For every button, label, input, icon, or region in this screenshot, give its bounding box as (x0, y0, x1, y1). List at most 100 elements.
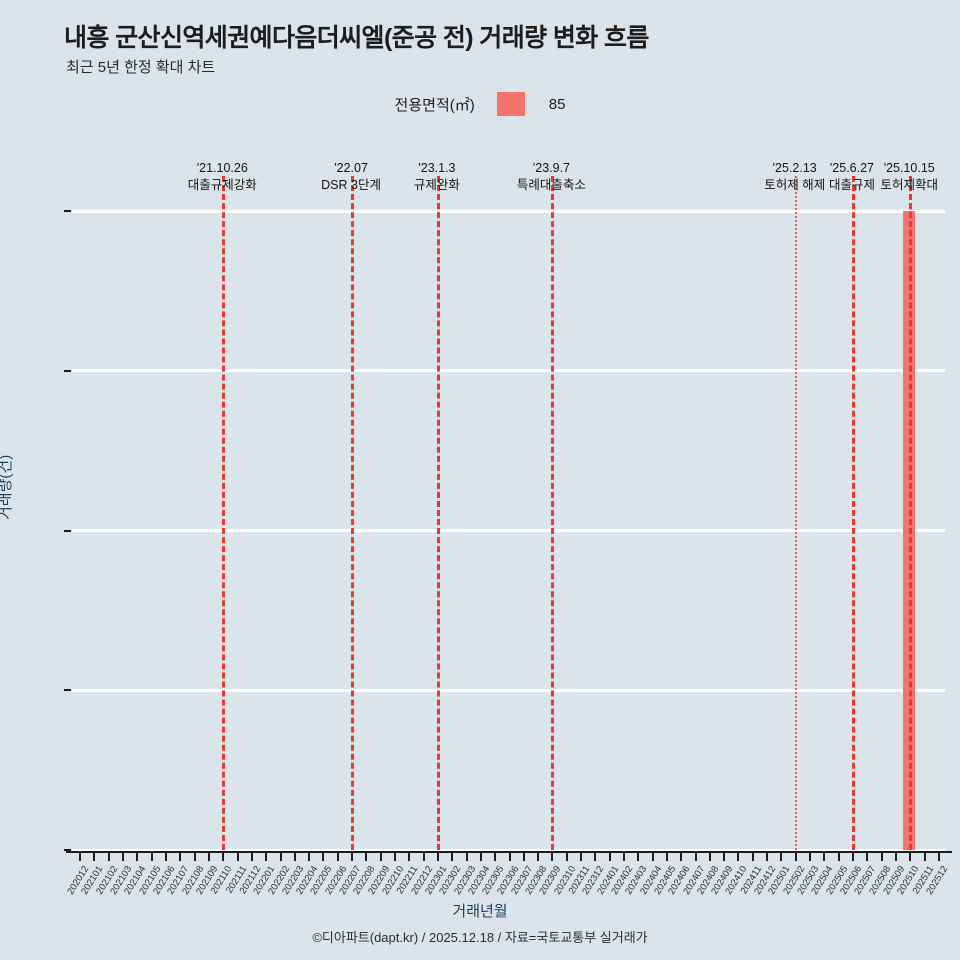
event-label-202502: '25.2.13 토허제 해제 (764, 160, 825, 194)
event-line-202502 (794, 176, 797, 850)
event-text: 토허제 해제 (764, 178, 826, 192)
event-label-202207: '22.07 DSR 3단계 (321, 160, 381, 194)
event-text: 대출규제강화 (187, 178, 257, 192)
event-date: '21.10.26 (196, 161, 248, 175)
x-tick-mark (351, 852, 354, 861)
legend-swatch-85[interactable] (496, 92, 525, 116)
y-tick-mark (64, 210, 71, 212)
gridline (72, 848, 945, 852)
x-tick-mark (179, 852, 182, 861)
x-tick-mark (751, 852, 754, 861)
x-tick-mark (766, 852, 769, 861)
event-text: 규제완화 (413, 178, 460, 192)
x-tick-mark (408, 852, 411, 861)
x-tick-mark (494, 852, 497, 861)
chart-legend: 전용면적(㎡) 85 (0, 92, 960, 116)
x-tick-mark (207, 852, 210, 861)
x-tick-mark (150, 852, 153, 861)
x-tick-mark (651, 852, 654, 861)
plot-area (72, 209, 945, 852)
y-tick-mark (64, 689, 71, 692)
gridline (72, 688, 945, 692)
x-tick-mark (809, 852, 812, 861)
y-axis-title: 거래량(건) (0, 454, 14, 520)
x-tick-mark (122, 852, 125, 861)
x-tick-mark (851, 852, 854, 861)
x-tick-mark (365, 852, 368, 861)
x-tick-mark (608, 852, 611, 861)
x-tick-mark (909, 852, 912, 861)
x-tick-mark (737, 852, 740, 861)
x-tick-mark (794, 852, 797, 861)
legend-title: 전용면적(㎡) (394, 96, 475, 114)
x-tick-mark (479, 852, 482, 861)
x-tick-mark (165, 852, 168, 861)
x-tick-mark (508, 852, 511, 861)
x-tick-mark (694, 852, 697, 861)
x-tick-mark (837, 852, 840, 861)
y-tick-mark (64, 849, 71, 851)
event-text: 특례대출축소 (516, 178, 586, 192)
x-tick-mark (293, 852, 296, 861)
gridline (72, 209, 945, 213)
x-tick-mark (551, 852, 554, 861)
page-subtitle: 최근 5년 한정 확대 차트 (66, 59, 216, 76)
x-tick-mark (665, 852, 668, 861)
x-tick-mark (379, 852, 382, 861)
event-line-202510 (909, 176, 913, 850)
x-tick-mark (308, 852, 311, 861)
x-tick-mark (723, 852, 726, 861)
x-tick-mark (394, 852, 396, 861)
x-tick-mark (880, 852, 883, 861)
event-date: '25.2.13 (772, 161, 817, 175)
x-tick-mark (622, 852, 625, 861)
x-tick-mark (451, 852, 454, 861)
x-tick-mark (894, 852, 897, 861)
x-tick-mark (565, 852, 568, 861)
x-tick-mark (537, 852, 540, 861)
legend-label-85: 85 (548, 95, 566, 113)
event-date: '23.9.7 (532, 161, 570, 175)
x-tick-mark (823, 852, 826, 861)
event-line-202301 (436, 176, 440, 850)
event-text: 토허제확대 (880, 178, 938, 192)
gridline (72, 369, 945, 373)
event-date: '23.1.3 (418, 161, 456, 175)
event-date: '25.10.15 (883, 161, 935, 175)
x-tick-mark (193, 852, 196, 861)
x-tick-mark (708, 852, 711, 861)
event-label-202309: '23.9.7 특례대출축소 (517, 160, 586, 194)
event-label-202506: '25.6.27 대출규제 (829, 160, 875, 194)
y-tick-mark (64, 369, 71, 372)
x-tick-mark (780, 852, 783, 861)
event-date: '25.6.27 (829, 161, 875, 175)
event-line-202506 (851, 176, 855, 850)
x-tick-mark (336, 852, 339, 861)
event-line-202207 (351, 176, 355, 850)
event-text: DSR 3단계 (321, 178, 381, 192)
x-tick-mark (250, 852, 253, 861)
x-tick-mark (637, 852, 640, 861)
event-line-202110 (222, 176, 226, 850)
x-tick-mark (422, 852, 425, 861)
x-tick-mark (136, 852, 139, 861)
x-tick-mark (436, 852, 439, 861)
gridline (72, 529, 945, 532)
page-title: 내흥 군산신역세권예다음더씨엘(준공 전) 거래량 변화 흐름 (64, 24, 649, 52)
x-axis-title: 거래년월 (452, 903, 508, 920)
x-tick-mark (222, 852, 225, 861)
x-tick-mark (79, 852, 82, 861)
x-tick-mark (107, 852, 110, 861)
x-tick-mark (322, 852, 325, 861)
x-tick-mark (580, 852, 583, 861)
event-line-202309 (551, 176, 555, 850)
x-tick-mark (465, 852, 468, 861)
y-tick-mark (64, 529, 71, 532)
event-label-202301: '23.1.3 규제완화 (414, 160, 460, 194)
event-label-202110: '21.10.26 대출규제강화 (188, 160, 257, 194)
x-tick-mark (279, 852, 282, 861)
footer-credit: ©디아파트(dapt.kr) / 2025.12.18 / 자료=국토교통부 실… (312, 930, 648, 945)
event-text: 대출규제 (828, 178, 875, 192)
x-tick-mark (923, 852, 926, 861)
x-tick-mark (265, 852, 268, 861)
